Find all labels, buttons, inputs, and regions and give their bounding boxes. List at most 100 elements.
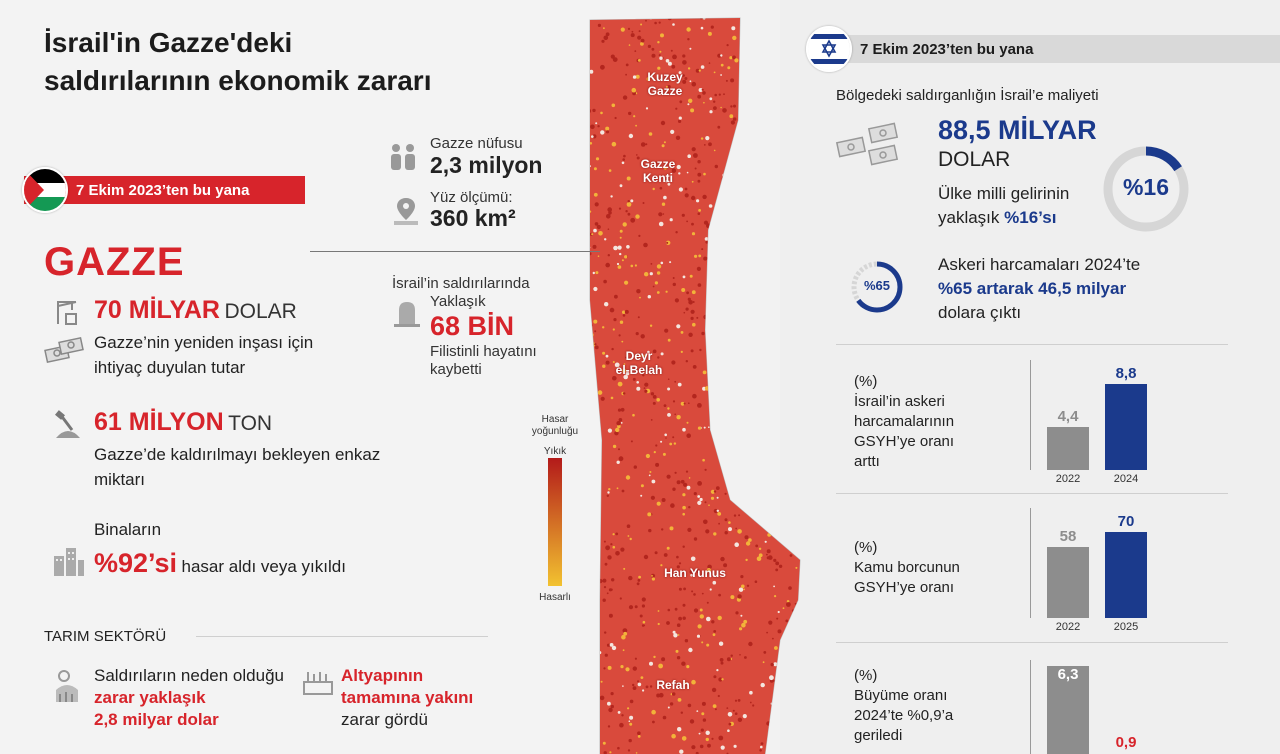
map-damage-dot [797, 20, 800, 24]
map-damage-dot [616, 487, 619, 490]
map-damage-dot [763, 205, 767, 210]
map-damage-dot [596, 436, 600, 440]
map-damage-dot [803, 517, 805, 519]
map-damage-dot [672, 436, 675, 439]
map-damage-dot [745, 44, 750, 49]
map-damage-dot [788, 457, 790, 460]
map-damage-dot [734, 270, 738, 274]
chart2-label: (%) Kamu borcunun GSYH’ye oranı [854, 539, 960, 596]
map-damage-dot [590, 612, 592, 617]
map-damage-dot [804, 74, 808, 78]
map-damage-dot [761, 521, 764, 524]
map-damage-dot [560, 327, 563, 330]
map-damage-dot [628, 605, 634, 610]
map-damage-dot [701, 712, 705, 716]
map-damage-dot [642, 620, 646, 624]
map-damage-dot [597, 661, 600, 664]
map-damage-dot [620, 27, 625, 32]
map-damage-dot [657, 66, 661, 70]
map-damage-dot [657, 622, 660, 626]
map-damage-dot [670, 49, 673, 52]
map-damage-dot [563, 232, 567, 236]
map-damage-dot [657, 356, 660, 359]
map-damage-dot [689, 719, 695, 724]
map-damage-dot [582, 302, 584, 304]
map-damage-dot [697, 495, 701, 498]
map-damage-dot [697, 403, 702, 408]
map-damage-dot [814, 389, 817, 392]
map-damage-dot [798, 361, 800, 365]
map-damage-dot [699, 608, 703, 612]
map-damage-dot [687, 297, 691, 301]
map-damage-dot [707, 743, 711, 748]
map-damage-dot [720, 397, 726, 403]
map-damage-dot [747, 240, 750, 242]
map-damage-dot [640, 494, 643, 497]
map-damage-dot [619, 184, 623, 188]
map-damage-dot [621, 714, 624, 717]
map-damage-dot [816, 6, 818, 8]
map-damage-dot [686, 27, 691, 32]
map-damage-dot [590, 687, 594, 691]
map-damage-dot [663, 404, 667, 407]
map-damage-dot [696, 569, 701, 573]
map-damage-dot [645, 685, 649, 689]
map-damage-dot [643, 354, 646, 357]
map-damage-dot [794, 104, 798, 109]
map-damage-dot [607, 428, 612, 433]
map-damage-dot [803, 14, 805, 16]
map-damage-dot [758, 255, 761, 258]
map-damage-dot [790, 505, 793, 509]
map-damage-dot [604, 302, 609, 307]
map-damage-dot [634, 50, 637, 52]
map-damage-dot [673, 633, 678, 638]
map-damage-dot [560, 667, 564, 671]
map-damage-dot [741, 135, 746, 140]
map-damage-dot [734, 542, 739, 547]
map-damage-dot [569, 579, 573, 583]
map-damage-dot [814, 0, 818, 3]
map-damage-dot [572, 264, 575, 267]
map-damage-dot [569, 56, 572, 59]
map-damage-dot [662, 213, 665, 215]
map-damage-dot [635, 332, 639, 336]
map-damage-dot [601, 0, 605, 4]
map-damage-dot [651, 709, 656, 715]
map-damage-dot [811, 467, 816, 472]
chart2-bar-2025 [1105, 532, 1147, 618]
map-damage-dot [578, 605, 580, 607]
map-damage-dot [636, 156, 640, 160]
map-damage-dot [661, 202, 666, 206]
map-damage-dot [795, 566, 798, 569]
map-damage-dot [617, 424, 621, 429]
map-damage-dot [633, 115, 636, 118]
map-damage-dot [607, 491, 610, 494]
map-damage-dot [590, 697, 591, 701]
map-damage-dot [669, 526, 674, 531]
map-damage-dot [749, 209, 755, 215]
map-damage-dot [667, 407, 670, 410]
palestine-flag-icon [22, 167, 68, 213]
map-damage-dot [730, 120, 735, 125]
map-damage-dot [691, 180, 694, 183]
map-damage-dot [617, 408, 622, 412]
map-damage-dot [778, 317, 782, 321]
map-damage-dot [741, 419, 744, 422]
map-damage-dot [712, 580, 717, 585]
map-damage-dot [608, 588, 613, 592]
map-damage-dot [718, 323, 722, 327]
map-damage-dot [698, 69, 701, 72]
agriculture-heading: TARIM SEKTÖRÜ [44, 628, 167, 645]
map-damage-dot [587, 685, 590, 688]
map-damage-dot [765, 368, 767, 371]
map-damage-dot [742, 714, 747, 719]
map-damage-dot [747, 422, 751, 425]
map-damage-dot [680, 350, 683, 353]
map-damage-dot [805, 241, 807, 243]
map-damage-dot [608, 169, 612, 172]
map-damage-dot [772, 438, 776, 442]
israel-since-label: 7 Ekim 2023’ten bu yana [860, 40, 1034, 58]
map-damage-dot [723, 93, 725, 96]
map-damage-dot [701, 248, 704, 251]
map-damage-dot [720, 661, 724, 665]
